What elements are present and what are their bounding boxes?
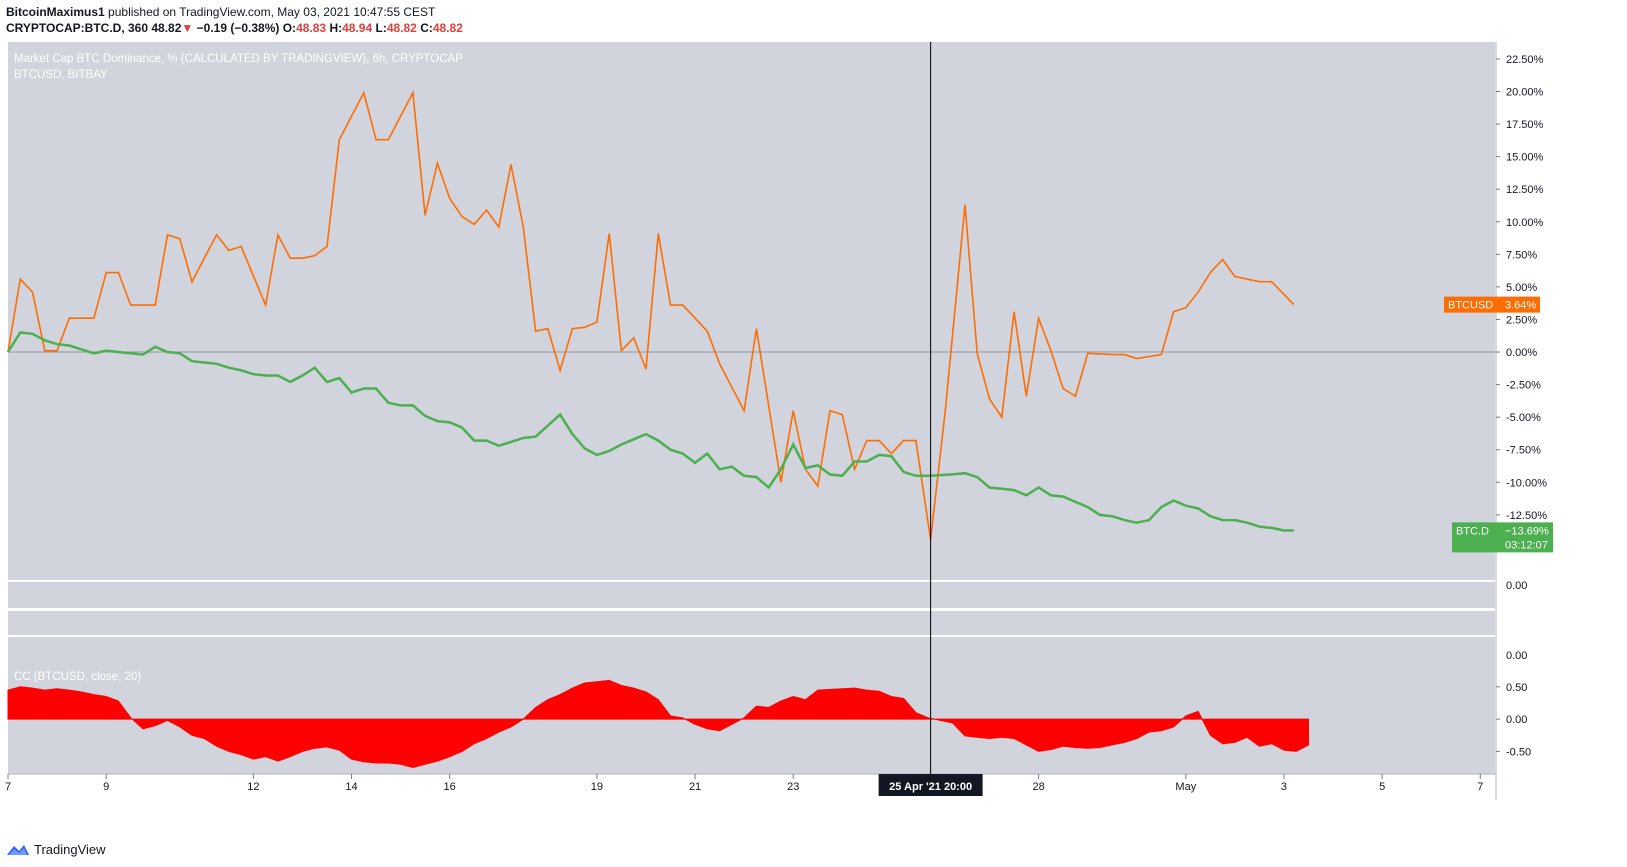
close-value: 48.82: [432, 21, 463, 35]
publish-line: BitcoinMaximus1 published on TradingView…: [6, 4, 463, 20]
author-link[interactable]: BitcoinMaximus1: [6, 5, 105, 19]
empty-pane-1-tick: 0.00: [1506, 580, 1527, 592]
y-tick-label: 5.00%: [1506, 282, 1537, 294]
x-tick-label: 21: [689, 781, 701, 793]
y-tick-label: 15.00%: [1506, 152, 1544, 164]
btcd-tag-name: BTC.D: [1456, 525, 1489, 537]
y-tick-label: -2.50%: [1506, 380, 1541, 392]
btcd-price-tag[interactable]: [1452, 522, 1553, 553]
y-tick-label: 10.00%: [1506, 217, 1544, 229]
cc-chart-title: CC (BTCUSD, close, 20): [14, 671, 141, 683]
empty-pane-2[interactable]: [8, 611, 1495, 635]
y-tick-label: -5.00%: [1506, 412, 1541, 424]
y-tick-label: -7.50%: [1506, 445, 1541, 457]
main-pane[interactable]: [8, 42, 1495, 580]
x-tick-label: 3: [1281, 781, 1287, 793]
close-label: C:: [420, 21, 433, 35]
chart-header: BitcoinMaximus1 published on TradingView…: [6, 4, 463, 36]
tradingview-brand[interactable]: TradingView: [34, 842, 106, 857]
cc-y-tick-label: 0.00: [1506, 714, 1527, 726]
cc-y-tick-label: 0.50: [1506, 682, 1527, 694]
ohlc-line: CRYPTOCAP:BTC.D, 360 48.82▼ −0.19 (−0.38…: [6, 20, 463, 36]
tradingview-logo-icon[interactable]: [6, 843, 30, 857]
symbol-label[interactable]: CRYPTOCAP:BTC.D, 360: [6, 21, 149, 35]
low-value: 48.82: [386, 21, 417, 35]
empty-pane-2-tick: 0.00: [1506, 650, 1527, 662]
x-tick-label: 5: [1379, 781, 1385, 793]
y-tick-label: 7.50%: [1506, 249, 1537, 261]
btcd-tag-countdown: 03:12:07: [1505, 539, 1548, 551]
low-label: L:: [375, 21, 387, 35]
high-label: H:: [329, 21, 343, 35]
cc-y-tick-label: -0.50: [1506, 746, 1531, 758]
crosshair-date-tag: [878, 774, 983, 796]
x-tick-label: May: [1175, 781, 1196, 793]
y-tick-label: -12.50%: [1506, 510, 1547, 522]
y-tick-label: 0.00%: [1506, 347, 1537, 359]
y-tick-label: 17.50%: [1506, 119, 1544, 131]
x-tick-label: 28: [1032, 781, 1044, 793]
y-tick-label: 12.50%: [1506, 184, 1544, 196]
series-line-btcd[interactable]: [6, 331, 1294, 532]
down-arrow-icon: ▼: [181, 21, 194, 35]
btcusd-price-tag[interactable]: [1444, 296, 1540, 313]
empty-pane-1[interactable]: [8, 582, 1495, 608]
x-tick-label: 7: [1477, 781, 1483, 793]
btcusd-tag-value: 3.64%: [1505, 300, 1536, 312]
footer: TradingView: [6, 842, 106, 857]
x-tick-label: 19: [591, 781, 603, 793]
x-tick-label: 16: [444, 781, 456, 793]
crosshair-date-label: 25 Apr '21 20:00: [889, 781, 972, 793]
cc-pane[interactable]: [8, 637, 1495, 774]
y-tick-label: -10.00%: [1506, 477, 1547, 489]
main-chart-subtitle: BTCUSD, BITBAY: [14, 69, 108, 81]
x-tick-label: 12: [247, 781, 259, 793]
price-change: −0.19 (−0.38%): [196, 21, 280, 35]
btcd-tag-value: −13.69%: [1505, 525, 1549, 537]
main-chart-title: Market Cap BTC Dominance, % (CALCULATED …: [14, 53, 463, 65]
series-line-btcusd[interactable]: [7, 90, 1295, 540]
high-value: 48.94: [342, 21, 373, 35]
x-tick-label: 7: [5, 781, 11, 793]
y-tick-label: 2.50%: [1506, 314, 1537, 326]
x-tick-label: 9: [103, 781, 109, 793]
y-tick-label: 20.00%: [1506, 87, 1544, 99]
last-price: 48.82: [151, 21, 182, 35]
open-value: 48.83: [296, 21, 327, 35]
cc-area[interactable]: [7, 679, 1309, 769]
open-label: O:: [282, 21, 297, 35]
y-tick-label: 22.50%: [1506, 54, 1544, 66]
x-tick-label: 23: [787, 781, 799, 793]
btcusd-tag-name: BTCUSD: [1448, 300, 1493, 312]
x-tick-label: 14: [345, 781, 357, 793]
publish-info: published on TradingView.com, May 03, 20…: [108, 5, 436, 19]
